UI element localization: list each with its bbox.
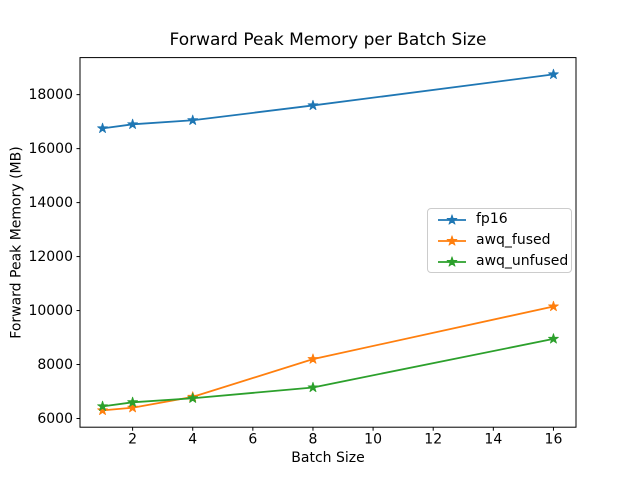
y-tick-label: 16000 xyxy=(28,141,73,157)
data-point-marker-awq_fused xyxy=(97,404,108,416)
data-point-marker-fp16 xyxy=(548,68,559,80)
legend-label-fp16: fp16 xyxy=(476,211,508,227)
data-point-marker-fp16 xyxy=(97,122,108,133)
data-point-marker-awq_fused xyxy=(548,300,559,312)
legend-marker-awq_unfused xyxy=(438,255,466,267)
data-point-marker-awq_fused xyxy=(127,402,138,413)
data-point-marker-awq_unfused xyxy=(307,381,319,393)
x-tick-label: 2 xyxy=(128,432,137,448)
series-line-awq_fused xyxy=(102,305,554,412)
y-tick-label: 18000 xyxy=(28,87,73,103)
chart-title: Forward Peak Memory per Batch Size xyxy=(169,30,487,50)
data-point-marker-awq_unfused xyxy=(548,333,559,344)
y-tick-label: 10000 xyxy=(28,303,73,319)
x-tick-label: 6 xyxy=(248,432,257,448)
legend-marker-awq_fused xyxy=(438,234,466,246)
legend-item-fp16: fp16 xyxy=(437,209,571,230)
x-tick-label: 16 xyxy=(545,432,563,448)
x-tick-label: 10 xyxy=(364,432,382,448)
series-line-awq_unfused xyxy=(102,337,554,408)
legend-item-awq_fused: awq_fused xyxy=(437,230,571,251)
data-point-marker-awq_fused xyxy=(307,353,319,364)
x-tick-label: 12 xyxy=(424,432,442,448)
legend-item-awq_unfused: awq_unfused xyxy=(437,251,571,272)
x-tick-label: 8 xyxy=(309,432,318,448)
x-tick-label: 4 xyxy=(188,432,197,448)
legend-label-awq_unfused: awq_unfused xyxy=(476,253,569,269)
series-line-fp16 xyxy=(102,73,554,130)
legend: fp16 awq_fused awq_unfused xyxy=(427,208,572,273)
data-point-marker-fp16 xyxy=(187,114,199,125)
y-tick-label: 14000 xyxy=(28,195,73,211)
legend-label-awq_fused: awq_fused xyxy=(476,232,551,248)
data-point-marker-fp16 xyxy=(127,118,138,129)
x-axis-label: Batch Size xyxy=(291,450,365,466)
y-tick-label: 12000 xyxy=(28,249,73,265)
data-point-marker-fp16 xyxy=(307,99,319,111)
y-tick-label: 6000 xyxy=(37,411,73,427)
plot-border xyxy=(79,57,577,428)
data-point-marker-awq_unfused xyxy=(97,400,108,411)
data-point-marker-awq_unfused xyxy=(187,392,199,403)
data-point-marker-awq_unfused xyxy=(127,396,138,407)
y-tick-label: 8000 xyxy=(37,357,73,373)
x-tick-label: 14 xyxy=(484,432,502,448)
legend-marker-fp16 xyxy=(438,213,466,225)
